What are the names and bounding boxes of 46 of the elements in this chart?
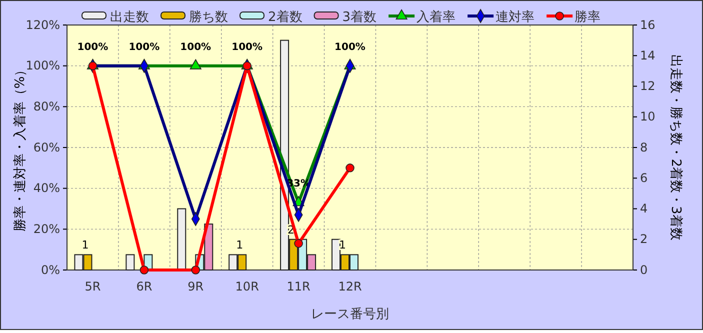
point bbox=[346, 164, 354, 172]
bar bbox=[177, 208, 186, 270]
legend-label: 勝率 bbox=[574, 9, 601, 25]
data-label: 100% bbox=[180, 42, 212, 53]
y2-tick-label: 12 bbox=[640, 79, 656, 94]
data-label: 100% bbox=[232, 42, 263, 53]
x-tick-label: 5R bbox=[84, 280, 101, 294]
x-tick-label: 10R bbox=[235, 280, 259, 294]
point bbox=[88, 61, 98, 70]
y2-axis-title: 出走数・勝ち数・2着数・3着数 bbox=[668, 54, 684, 240]
y-tick-label: 60% bbox=[33, 140, 60, 154]
data-label: 100% bbox=[334, 42, 366, 53]
y-tick-label: 20% bbox=[33, 222, 60, 236]
legend-label: 勝ち数 bbox=[189, 10, 228, 25]
y-tick-label: 120% bbox=[26, 18, 60, 32]
data-label: 1 bbox=[236, 238, 244, 252]
x-tick-label: 9R bbox=[188, 280, 204, 294]
x-axis-title: レース番号別 bbox=[311, 307, 389, 322]
x-tick-label: 11R bbox=[286, 280, 310, 294]
data-label: 100% bbox=[128, 42, 160, 53]
legend-label: 3着数 bbox=[342, 9, 377, 25]
point bbox=[294, 239, 303, 248]
legend-label: 連対率 bbox=[496, 9, 535, 25]
point bbox=[191, 266, 200, 274]
legend-label: 入着率 bbox=[416, 9, 456, 25]
y2-tick-label: 16 bbox=[640, 18, 656, 32]
data-label: 1 bbox=[82, 238, 89, 252]
y2-tick-label: 2 bbox=[640, 232, 648, 246]
y2-tick-label: 6 bbox=[640, 170, 648, 185]
y2-tick-label: 0 bbox=[640, 262, 648, 277]
y2-tick-label: 10 bbox=[640, 110, 656, 124]
y-axis-title: 勝率・連対率・入着率（%） bbox=[12, 63, 28, 232]
bar bbox=[126, 254, 135, 270]
y-tick-label: 80% bbox=[33, 100, 60, 114]
y-tick-label: 0% bbox=[40, 262, 60, 277]
y-tick-label: 40% bbox=[33, 181, 60, 196]
legend-label: 2着数 bbox=[268, 9, 302, 25]
x-tick-label: 12R bbox=[338, 280, 362, 294]
y2-tick-label: 8 bbox=[640, 140, 648, 154]
y-tick-label: 100% bbox=[26, 58, 60, 73]
data-label: 100% bbox=[77, 42, 108, 53]
y2-tick-label: 14 bbox=[640, 48, 656, 62]
x-tick-label: 6R bbox=[136, 280, 152, 294]
y2-tick-label: 4 bbox=[640, 202, 648, 216]
point bbox=[140, 266, 149, 274]
legend-label: 出走数 bbox=[110, 10, 149, 25]
